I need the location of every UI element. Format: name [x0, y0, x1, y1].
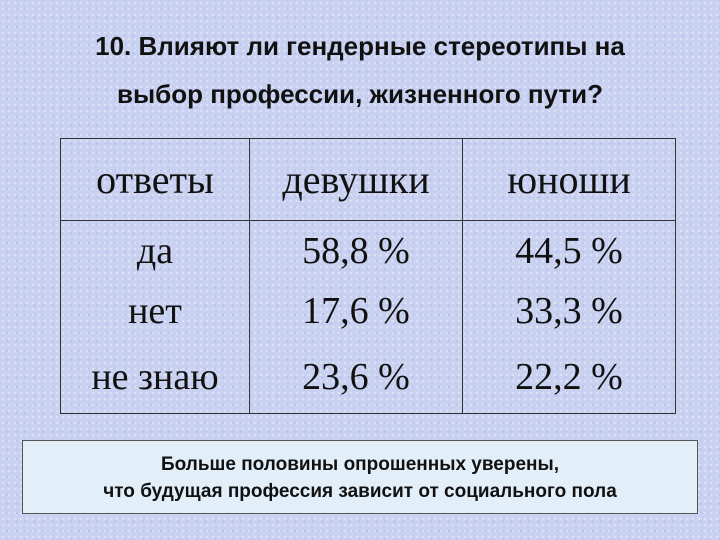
concl-line: Больше половины опрошенных уверены, — [160, 454, 560, 475]
header-cell: юноши — [462, 138, 676, 221]
table-cell: 58,8 % — [249, 220, 463, 281]
table-cell: 17,6 % — [249, 281, 463, 341]
conclusion-box: Больше половины опрошенных уверены, что б… — [22, 440, 698, 514]
header-cell: ответы — [60, 138, 250, 221]
title: 10. Влияют ли гендерные стереотипы на выб… — [0, 22, 720, 118]
table-cell: нет — [60, 281, 250, 341]
table-cell: не знаю — [60, 341, 250, 414]
header-cell: девушки — [249, 138, 463, 221]
table-cell: 23,6 % — [249, 341, 463, 414]
table-row: да 58,8 % 44,5 % — [60, 220, 676, 281]
title-line: 10. Влияют ли гендерные стереотипы на — [95, 31, 625, 61]
header-row: ответы девушки юноши — [60, 138, 676, 221]
table-cell: 44,5 % — [462, 220, 676, 281]
table-cell: 33,3 % — [462, 281, 676, 341]
table-row: нет 17,6 % 33,3 % — [60, 281, 676, 341]
table-cell: 22,2 % — [462, 341, 676, 414]
concl-line: что будущая профессия зависит от социаль… — [103, 481, 617, 502]
table-row: не знаю 23,6 % 22,2 % — [60, 341, 676, 414]
table-cell: да — [60, 220, 250, 281]
title-line: выбор профессии, жизненного пути? — [116, 79, 604, 109]
table: ответы девушки юноши да 58,8 % 44,5 % нет 17,6 … — [60, 138, 676, 414]
